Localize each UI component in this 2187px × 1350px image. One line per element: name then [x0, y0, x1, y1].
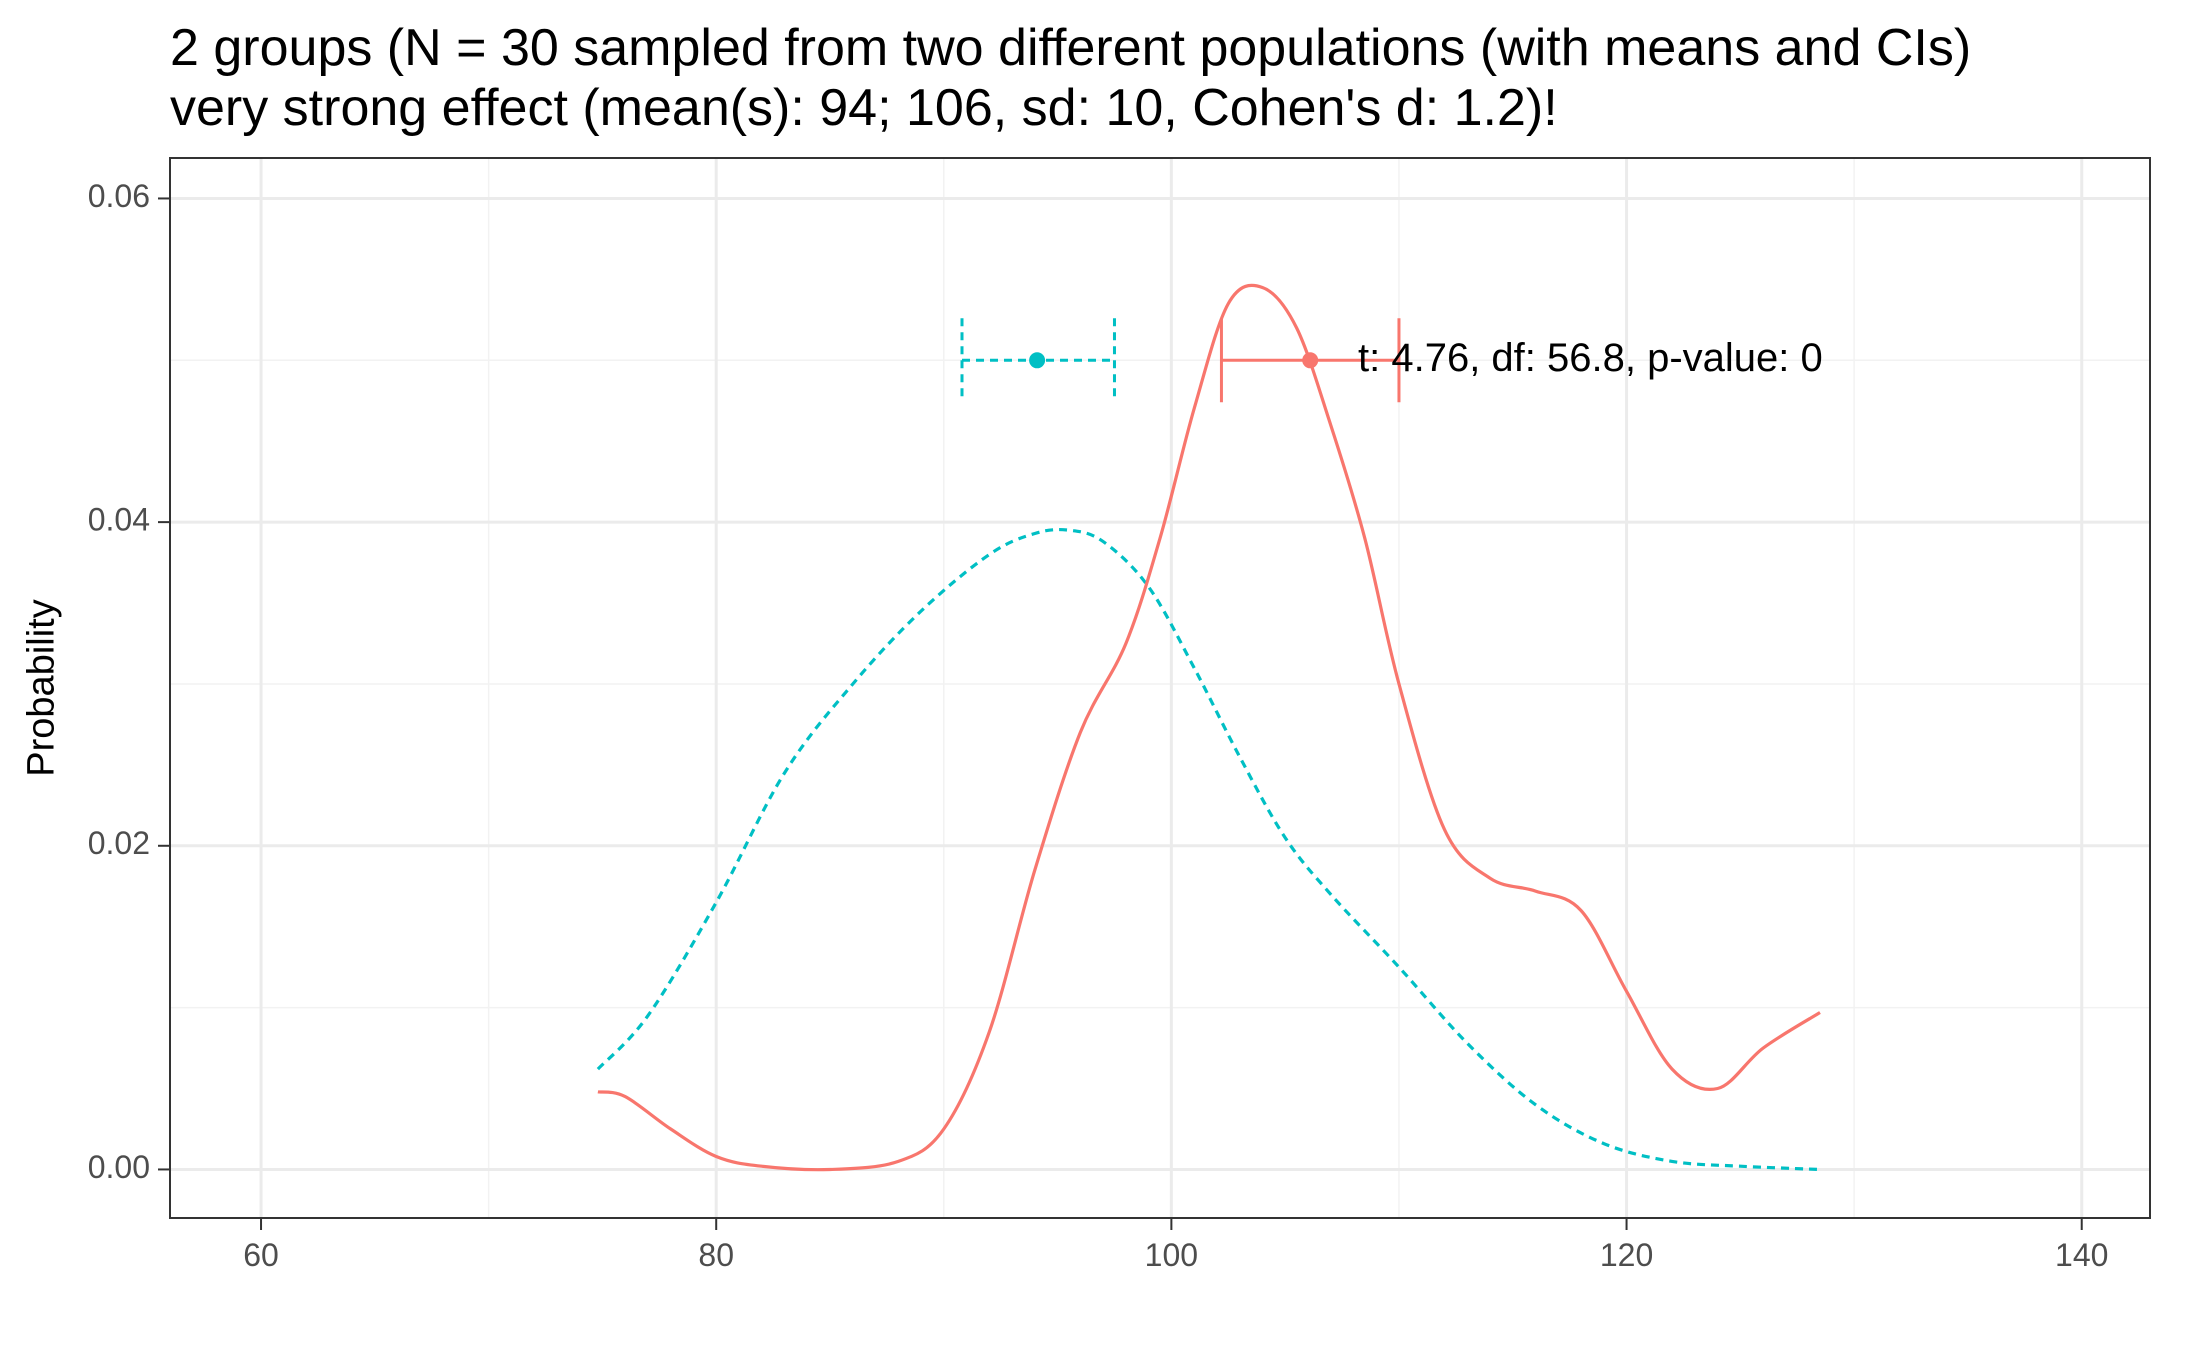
chart-subtitle: very strong effect (mean(s): 94; 106, sd…	[170, 79, 1558, 137]
density-line-2	[597, 283, 1821, 1172]
x-tick-label: 80	[698, 1237, 734, 1273]
ci-group-2	[1219, 318, 1401, 403]
chart-title: 2 groups (N = 30 sampled from two differ…	[170, 19, 1972, 77]
plot-panel	[170, 158, 2150, 1218]
ci-mean-point	[1029, 352, 1046, 369]
y-tick-label: 0.04	[88, 502, 150, 538]
ci-layer	[960, 318, 1401, 403]
plot-border	[169, 157, 2151, 1219]
x-tick-label: 100	[1145, 1237, 1198, 1273]
y-tick-label: 0.00	[88, 1149, 150, 1185]
y-tick-label: 0.02	[88, 825, 150, 861]
series-layer	[596, 283, 1821, 1172]
x-tick-label: 60	[243, 1237, 279, 1273]
x-tick-label: 120	[1600, 1237, 1653, 1273]
ci-mean-point	[1302, 352, 1319, 369]
density-line-1	[596, 527, 1821, 1172]
y-axis: 0.00 0.02 0.04 0.06	[88, 178, 170, 1185]
test-annotation: t: 4.76, df: 56.8, p-value: 0	[1358, 336, 1823, 380]
annotation-layer: t: 4.76, df: 56.8, p-value: 0	[1358, 336, 1823, 380]
major-gridlines	[170, 158, 2150, 1218]
ci-group-1	[960, 318, 1116, 403]
x-axis: 60 80 100 120 140	[243, 1218, 2108, 1273]
y-tick-label: 0.06	[88, 178, 150, 214]
x-tick-label: 140	[2055, 1237, 2108, 1273]
